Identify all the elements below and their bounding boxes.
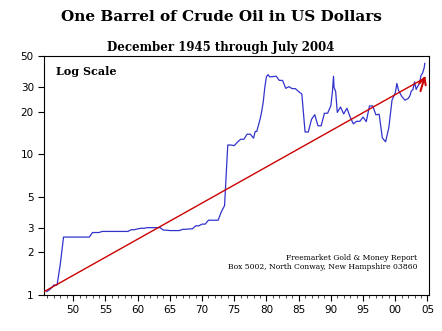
Text: Log Scale: Log Scale [56,66,116,77]
Text: One Barrel of Crude Oil in US Dollars: One Barrel of Crude Oil in US Dollars [61,10,381,24]
Text: Freemarket Gold & Money Report
Box 5002, North Conway, New Hampshire 03860: Freemarket Gold & Money Report Box 5002,… [228,254,417,271]
Text: December 1945 through July 2004: December 1945 through July 2004 [107,41,335,54]
